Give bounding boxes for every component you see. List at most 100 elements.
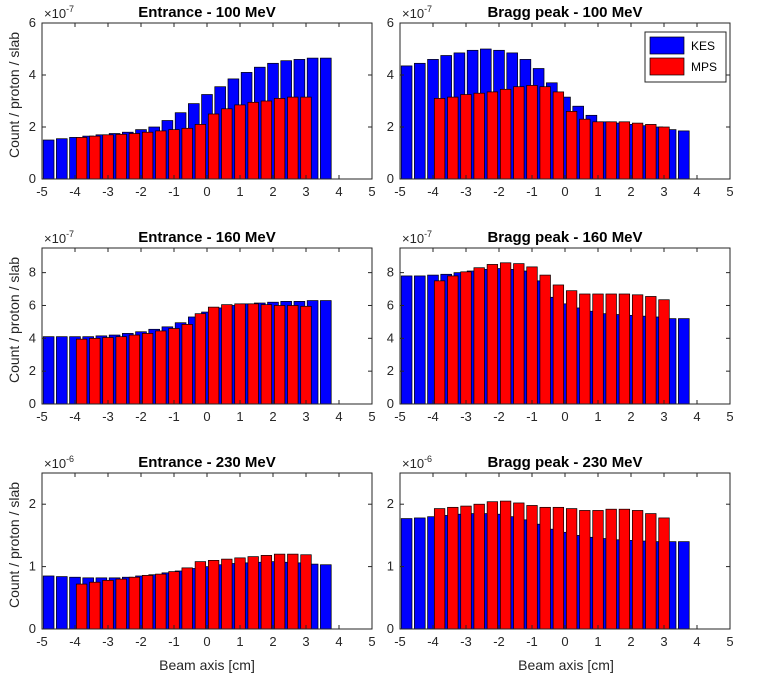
x-tick-label: -3 [102, 184, 114, 199]
y-exponent-power: -7 [424, 229, 432, 239]
x-tick-label: -5 [36, 409, 48, 424]
y-tick-label: 6 [387, 297, 394, 312]
y-tick-label: 2 [387, 363, 394, 378]
y-tick-label: 4 [29, 330, 36, 345]
bar-mps-10 [552, 91, 565, 180]
y-exponent-label: ×10-7 [402, 229, 432, 246]
y-tick-label: 1 [387, 559, 394, 574]
y-tick-label: 2 [29, 119, 36, 134]
x-axis-label-right: Beam axis [cm] [518, 657, 614, 673]
subplot-2: -5 -4 -3 -2 -1 0 1 2 3 4 5 0 2 4 6 ×10-7 Bragg peak - 10… [387, 4, 734, 199]
y-tick-label: 0 [387, 621, 394, 636]
bar-mps-8 [168, 571, 180, 630]
x-tick-label: -5 [394, 634, 406, 649]
x-tick-label: 4 [335, 634, 342, 649]
bar-mps-8 [526, 85, 538, 180]
x-tick-label: 2 [269, 184, 276, 199]
x-tick-label: 2 [627, 184, 634, 199]
bar-mps-2 [447, 506, 459, 630]
bar-mps-9 [539, 274, 551, 405]
x-tick-label: 3 [302, 184, 309, 199]
subplot-title: Bragg peak - 100 MeV [487, 4, 642, 21]
subplot-title: Entrance - 230 MeV [138, 454, 276, 471]
bar-mps-14 [605, 293, 617, 405]
x-tick-label: -1 [526, 184, 538, 199]
x-tick-label: 4 [693, 634, 700, 649]
bar-mps-15 [618, 293, 631, 405]
bar-mps-18 [300, 96, 312, 180]
bar-mps-2 [89, 135, 101, 180]
bar-mps-11 [565, 111, 578, 180]
y-tick-label: 2 [29, 496, 36, 511]
bar-mps-9 [181, 567, 193, 630]
x-tick-label: 1 [594, 634, 601, 649]
bar-mps-17 [287, 305, 299, 405]
y-axis-label-row-2: Count / proton / slab [6, 257, 22, 383]
x-tick-label: 0 [203, 409, 210, 424]
subplot-5: -5 -4 -3 -2 -1 0 1 2 3 4 5 0 1 2 ×10-6 Entrance - 230 M… [29, 454, 376, 649]
y-tick-label: 6 [29, 297, 36, 312]
x-tick-label: -5 [394, 409, 406, 424]
bar-mps-10 [194, 313, 207, 405]
bar-mps-6 [141, 574, 154, 630]
bar-mps-16 [273, 553, 286, 630]
bar-mps-17 [645, 124, 657, 180]
x-tick-label: 0 [561, 634, 568, 649]
x-tick-label: 1 [236, 634, 243, 649]
bar-mps-5 [128, 133, 141, 180]
bar-mps-10 [552, 506, 565, 630]
subplot-title: Entrance - 160 MeV [138, 229, 276, 246]
bar-mps-11 [565, 290, 578, 405]
y-exponent-label: ×10-7 [44, 4, 74, 21]
x-tick-label: -2 [493, 634, 505, 649]
x-tick-label: -3 [460, 409, 472, 424]
bar-mps-15 [618, 508, 631, 630]
bar-mps-1 [75, 137, 88, 180]
bar-kes-22 [678, 541, 690, 630]
bar-mps-15 [260, 555, 273, 630]
y-tick-label: 1 [29, 559, 36, 574]
bar-kes-2 [56, 336, 68, 405]
bar-mps-12 [221, 108, 233, 180]
y-exponent-power: -6 [66, 454, 74, 464]
bar-mps-12 [579, 510, 591, 630]
bar-kes-1 [42, 139, 55, 180]
bar-mps-2 [89, 581, 101, 630]
x-tick-label: -4 [69, 634, 81, 649]
bar-kes-2 [414, 275, 426, 405]
bar-kes-2 [414, 517, 426, 630]
subplot-6: -5 -4 -3 -2 -1 0 1 2 3 4 5 0 1 2 ×10-6 Bragg peak - 230… [387, 454, 734, 649]
bar-mps-15 [260, 100, 273, 180]
bar-mps-14 [247, 303, 259, 405]
y-axis-label-row-3: Count / proton / slab [6, 482, 22, 608]
bar-mps-4 [473, 503, 485, 630]
subplot-title: Entrance - 100 MeV [138, 4, 276, 21]
bar-mps-18 [300, 554, 312, 630]
x-tick-label: -1 [526, 409, 538, 424]
x-tick-label: 4 [335, 184, 342, 199]
bar-mps-12 [579, 293, 591, 405]
bar-mps-10 [194, 561, 207, 630]
bar-mps-3 [460, 271, 472, 405]
y-exponent-base: ×10 [402, 6, 424, 21]
x-tick-label: -1 [168, 634, 180, 649]
x-tick-label: 2 [627, 634, 634, 649]
x-tick-label: 4 [693, 409, 700, 424]
y-exponent-label: ×10-7 [44, 229, 74, 246]
y-tick-label: 0 [387, 396, 394, 411]
subplot-title: Bragg peak - 160 MeV [487, 229, 642, 246]
x-tick-label: 1 [594, 184, 601, 199]
y-tick-label: 2 [387, 119, 394, 134]
x-tick-label: 2 [269, 634, 276, 649]
x-tick-label: 5 [368, 634, 375, 649]
x-tick-label: -4 [427, 409, 439, 424]
bar-mps-8 [526, 505, 538, 630]
x-tick-label: 5 [726, 409, 733, 424]
y-tick-label: 2 [29, 363, 36, 378]
x-tick-label: 3 [660, 184, 667, 199]
y-tick-label: 6 [29, 15, 36, 30]
bar-kes-22 [320, 57, 332, 180]
bar-mps-18 [658, 517, 670, 630]
bar-kes-1 [42, 575, 55, 630]
